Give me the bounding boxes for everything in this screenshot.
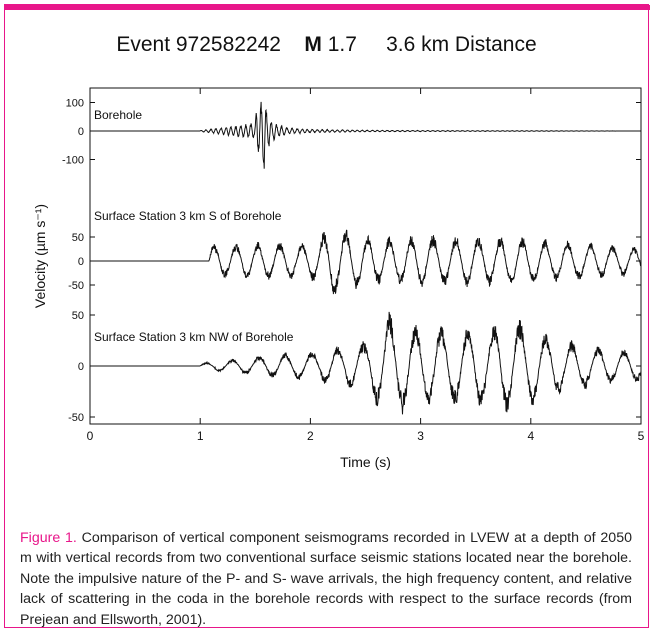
seismogram-trace <box>90 311 642 415</box>
y-tick-label: 50 <box>72 310 84 322</box>
title-distance: 3.6 km Distance <box>386 33 537 56</box>
panel-2: 50 0 -50 Surface Station 3 km S of Borehole <box>68 209 642 295</box>
y-tick-label: 50 <box>72 232 84 244</box>
panel-label: Surface Station 3 km S of Borehole <box>94 209 282 223</box>
panel-label: Surface Station 3 km NW of Borehole <box>94 330 294 344</box>
title-magnitude-value: 1.7 <box>327 33 357 56</box>
y-tick-label: -50 <box>68 280 84 292</box>
y-axis-label: Velocity (µm s⁻¹) <box>32 204 48 308</box>
y-tick-label: -100 <box>62 155 84 167</box>
x-tick-label: 3 <box>417 429 424 443</box>
panel-3: 50 0 -50 Surface Station 3 km NW of Borehol… <box>68 310 642 424</box>
figure-label: Figure 1. <box>20 530 77 546</box>
x-tick-label: 2 <box>307 429 314 443</box>
title-event: Event 972582242 <box>116 33 281 56</box>
chart-title: Event 972582242 M 1.7 3.6 km Distance <box>0 33 653 57</box>
x-tick-label: 4 <box>527 429 534 443</box>
plot-area-frame <box>89 87 642 425</box>
figure-caption: Figure 1. Comparison of vertical compone… <box>20 528 632 630</box>
y-tick-label: 100 <box>66 98 84 110</box>
y-tick-label: 0 <box>78 126 84 138</box>
seismogram-trace <box>90 229 642 295</box>
y-tick-label: 0 <box>78 361 84 373</box>
seismogram-trace <box>90 101 641 169</box>
x-tick-label: 0 <box>87 429 94 443</box>
figure-frame <box>4 4 650 628</box>
y-tick-label: 0 <box>78 256 84 268</box>
y-tick-label: -50 <box>68 412 84 424</box>
x-tick-label: 5 <box>638 429 645 443</box>
panel-label: Borehole <box>94 108 142 122</box>
title-magnitude-label: M <box>304 33 322 56</box>
accent-top-bar <box>5 5 650 10</box>
panel-1: 100 0 -100 Borehole <box>62 98 641 169</box>
caption-text: Comparison of vertical component seismog… <box>20 530 632 628</box>
x-tick-label: 1 <box>197 429 204 443</box>
x-axis-label: Time (s) <box>340 454 391 470</box>
